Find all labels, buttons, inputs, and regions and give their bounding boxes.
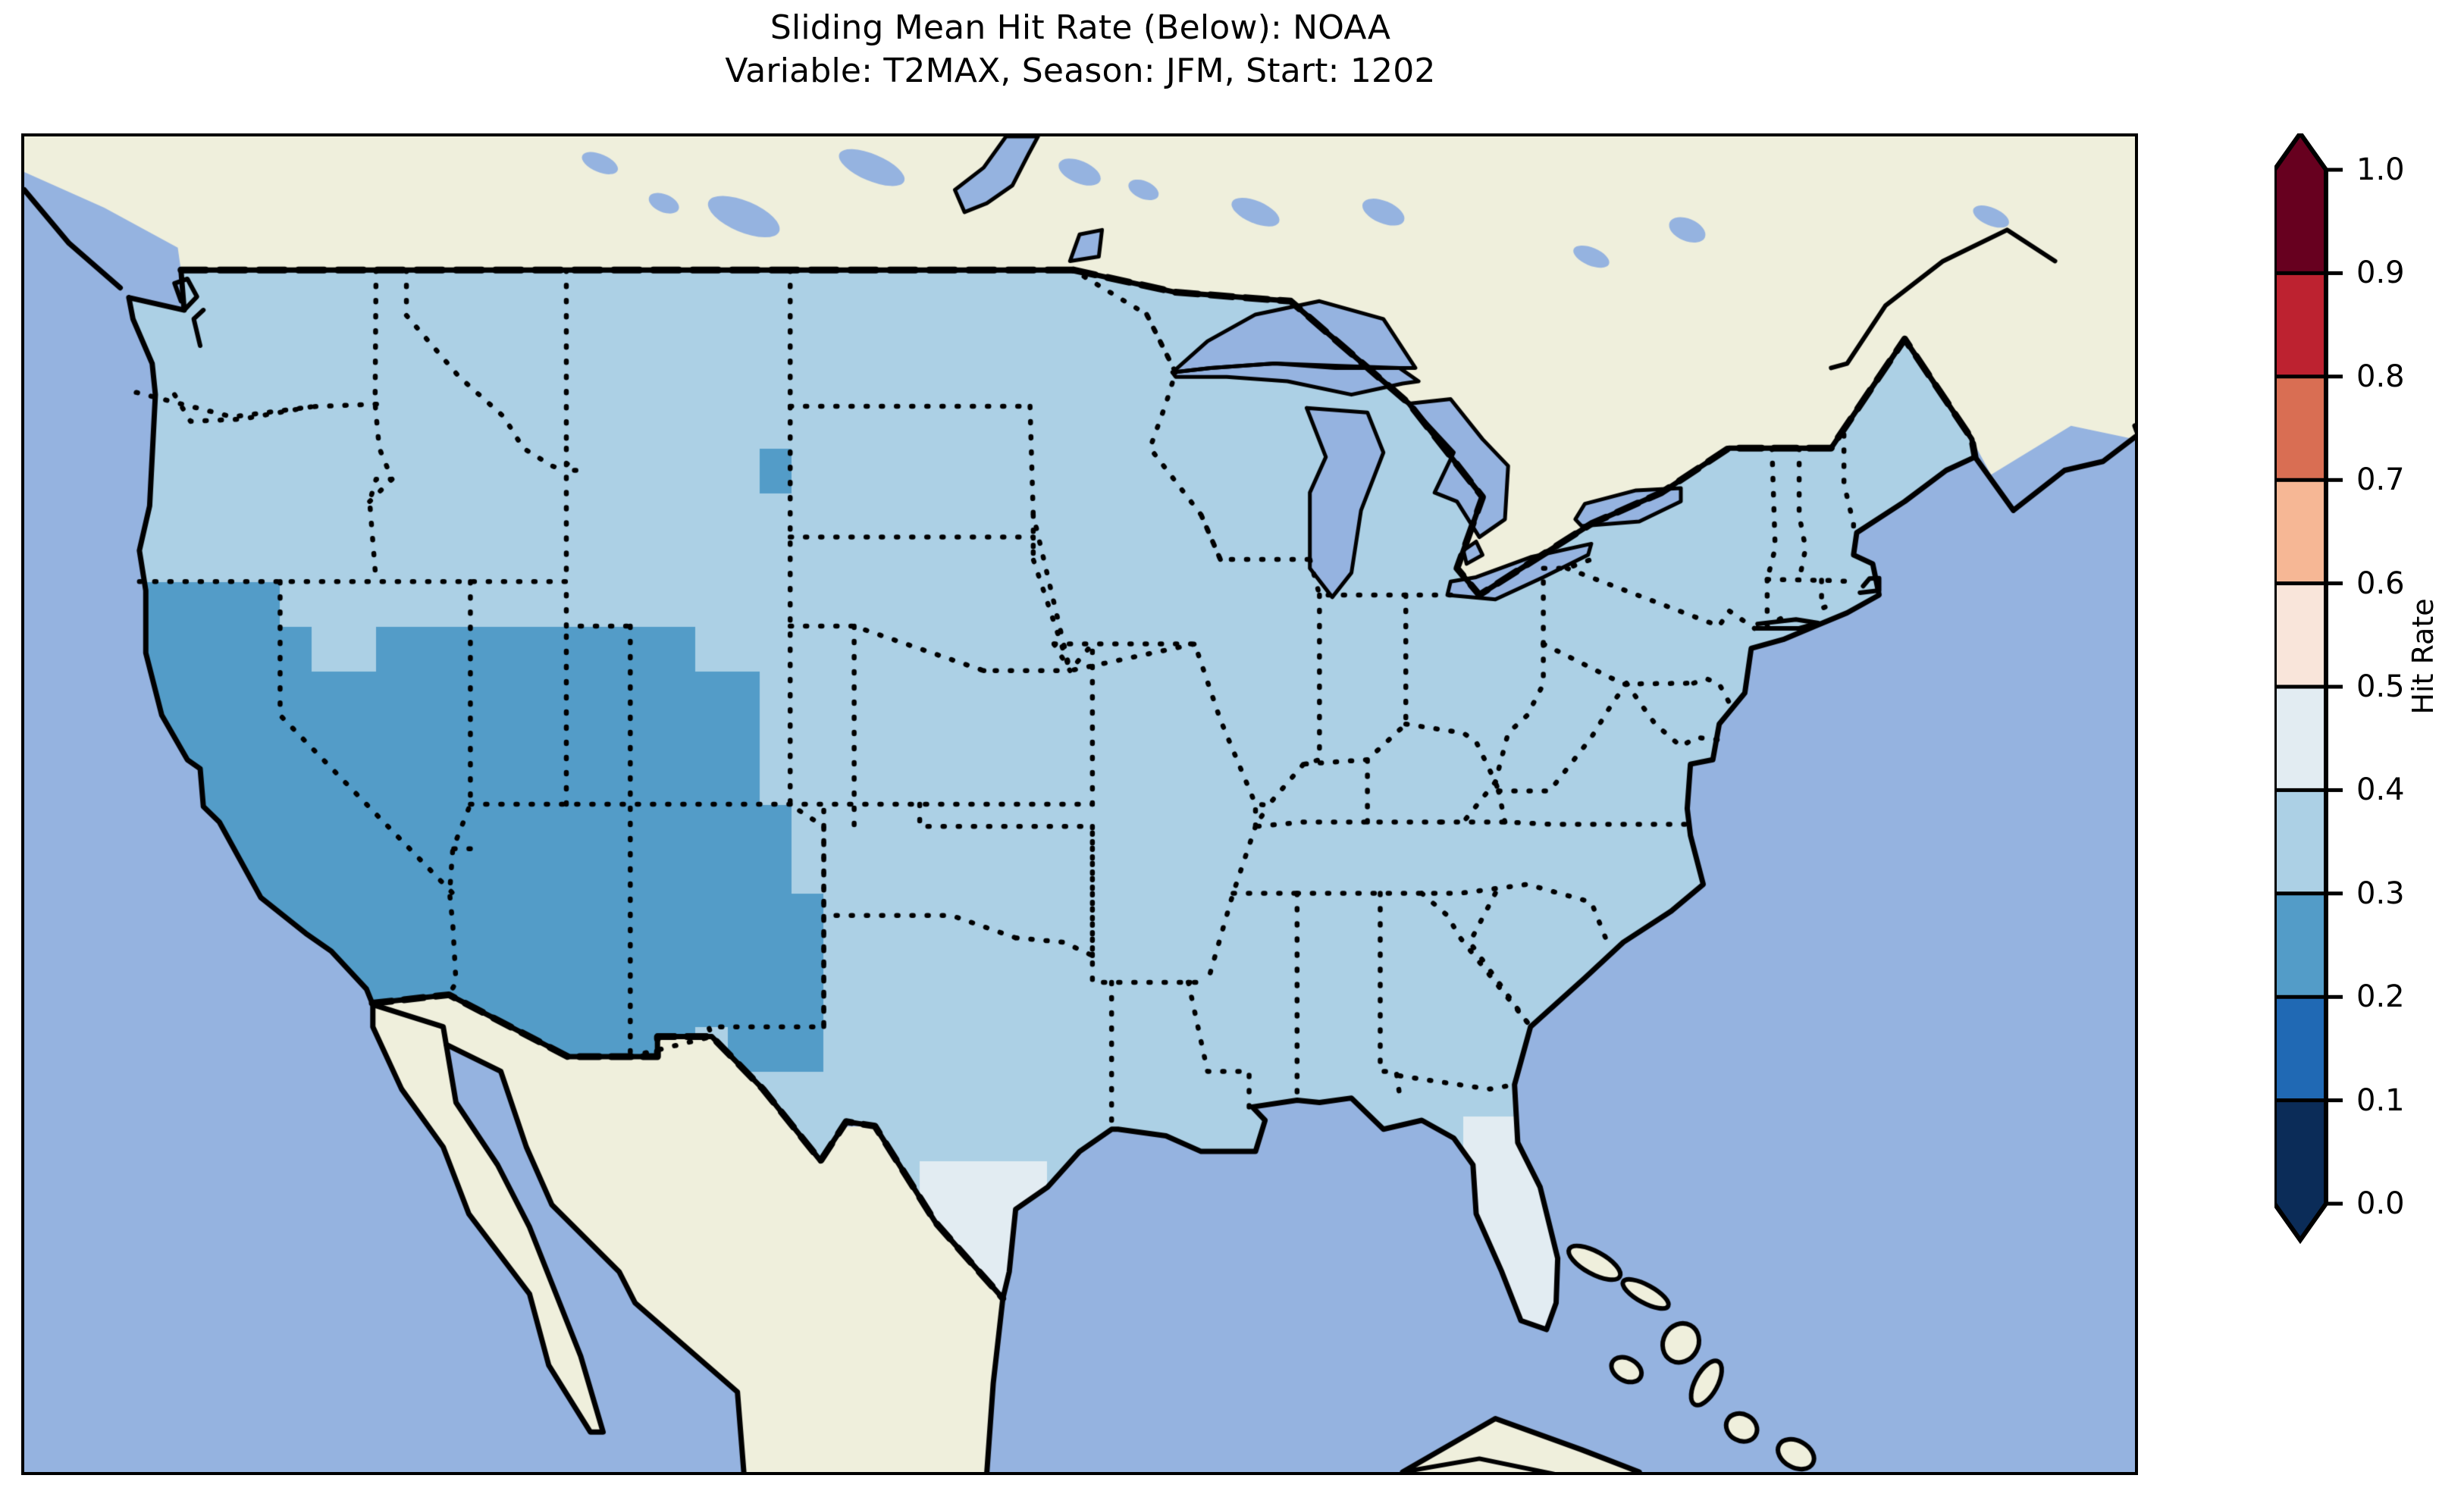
- colorbar-tick-0.5: 0.5: [2356, 669, 2405, 704]
- colorbar-band-8: [2274, 273, 2326, 377]
- colorbar-tick-0.2: 0.2: [2356, 979, 2405, 1015]
- title-line-1: Sliding Mean Hit Rate (Below): NOAA: [770, 8, 1391, 47]
- colorbar-band-1: [2274, 997, 2326, 1101]
- colorbar: 1.0 0.9 0.8 0.7 0.6 0.5 0.4 0.3 0.2 0.1 0.0 Hit Ra…: [2274, 133, 2456, 1475]
- colorbar-over-arrow: [2274, 134, 2326, 171]
- colorbar-tick-0.6: 0.6: [2356, 565, 2405, 601]
- colorbar-band-2: [2274, 893, 2326, 998]
- colorbar-bands: [2274, 134, 2326, 1240]
- colorbar-band-7: [2274, 376, 2326, 481]
- hit-rate-choropleth-map: [24, 136, 2135, 1472]
- colorbar-tick-0.3: 0.3: [2356, 875, 2405, 911]
- figure-title: Sliding Mean Hit Rate (Below): NOAA Vari…: [0, 6, 2161, 92]
- map-axes: [21, 133, 2138, 1475]
- colorbar-tick-0.4: 0.4: [2356, 772, 2405, 808]
- colorbar-band-4: [2274, 687, 2326, 791]
- colorbar-axis-label: Hit Rate: [2406, 598, 2440, 715]
- colorbar-under-arrow: [2274, 1204, 2326, 1240]
- colorbar-tick-0.9: 0.9: [2356, 255, 2405, 291]
- colorbar-tick-0.8: 0.8: [2356, 359, 2405, 394]
- colorbar-tick-0.7: 0.7: [2356, 462, 2405, 498]
- colorbar-tick-1.0: 1.0: [2356, 152, 2405, 187]
- colorbar-tick-0.1: 0.1: [2356, 1082, 2405, 1118]
- colorbar-band-5: [2274, 583, 2326, 687]
- colorbar-band-6: [2274, 480, 2326, 584]
- colorbar-band-3: [2274, 790, 2326, 894]
- colorbar-band-0: [2274, 1100, 2326, 1204]
- colorbar-band-9: [2274, 170, 2326, 274]
- colorbar-tick-0.0: 0.0: [2356, 1186, 2405, 1221]
- title-line-2: Variable: T2MAX, Season: JFM, Start: 120…: [725, 52, 1436, 90]
